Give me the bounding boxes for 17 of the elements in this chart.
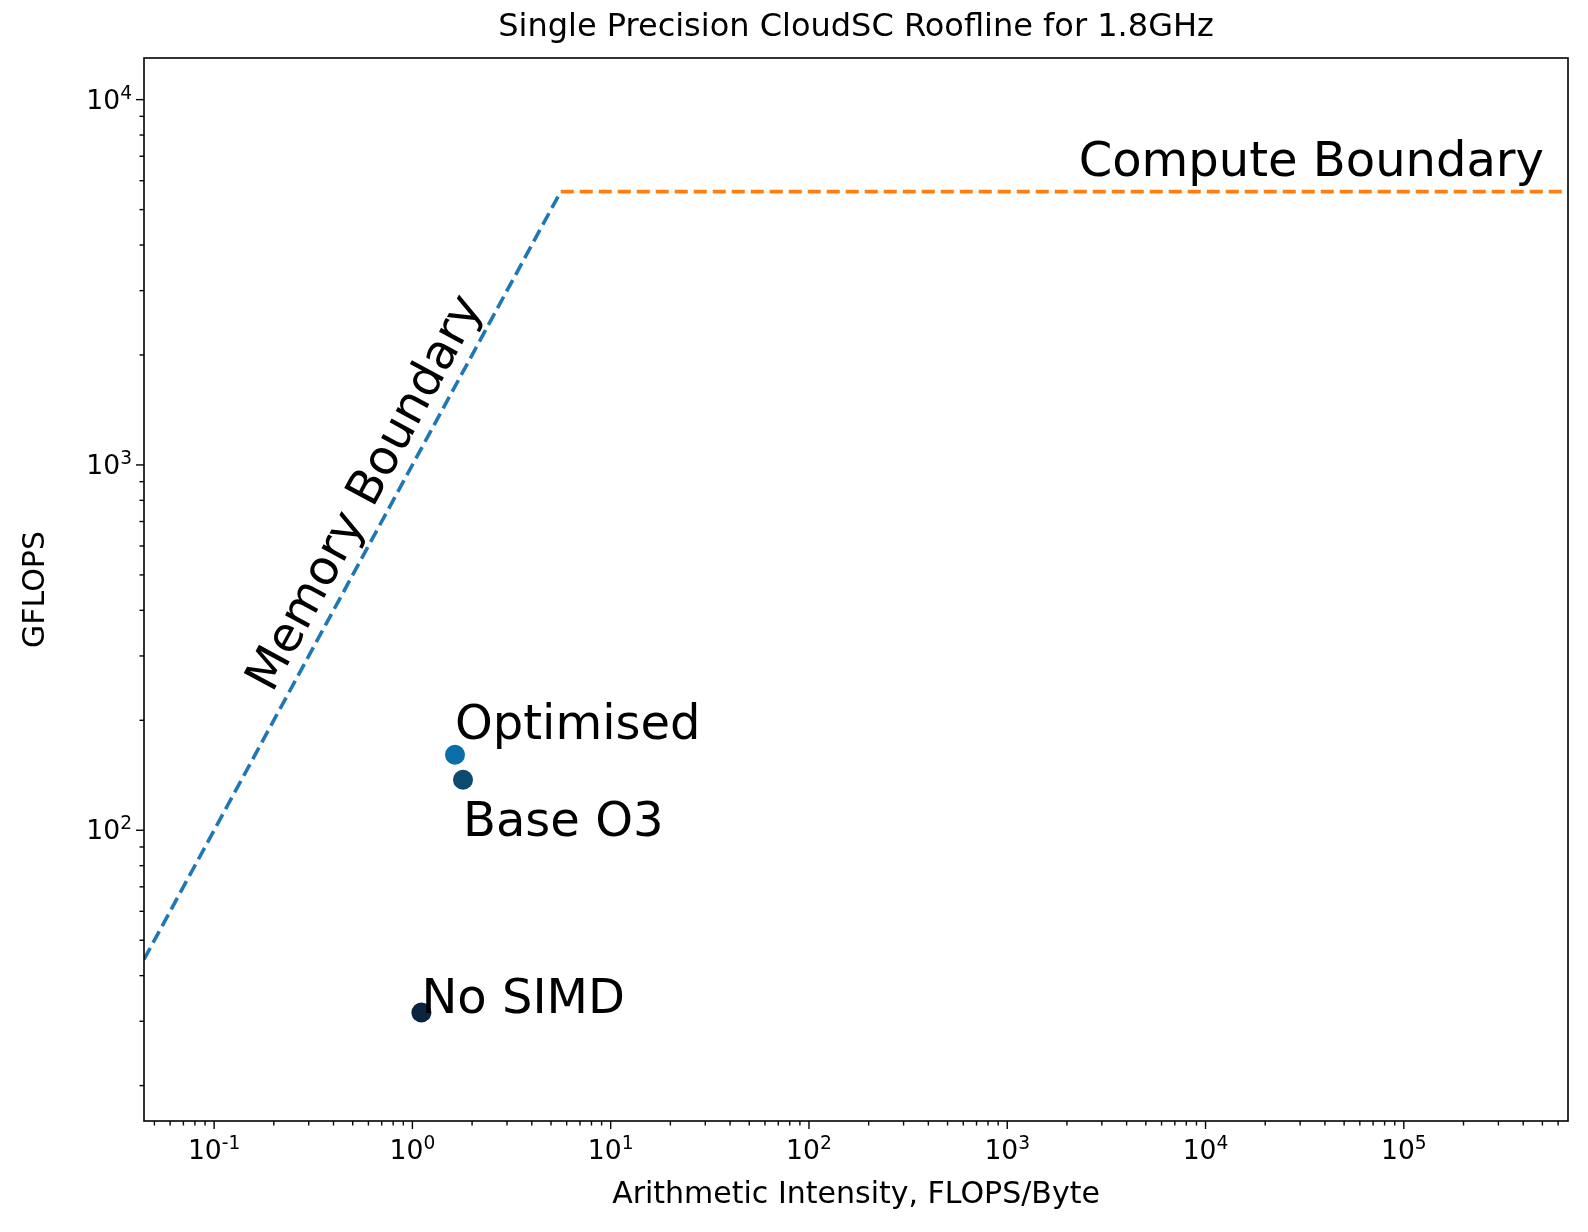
x-tick-label: 10$^{1}$: [587, 1131, 634, 1165]
chart-title: Single Precision CloudSC Roofline for 1.8GHz: [498, 6, 1214, 44]
y-tick-label: 10$^{3}$: [86, 446, 132, 480]
y-tick-label: 10$^{4}$: [86, 81, 132, 115]
x-tick-label: 10$^{-1}$: [187, 1131, 241, 1165]
x-tick-label: 10$^{3}$: [984, 1131, 1031, 1165]
x-axis-title: Arithmetic Intensity, FLOPS/Byte: [612, 1175, 1100, 1210]
x-tick-label: 10$^{5}$: [1380, 1131, 1427, 1165]
series-label: Base O3: [463, 790, 664, 847]
series-label: Compute Boundary: [1078, 130, 1544, 187]
series-label: No SIMD: [421, 967, 625, 1024]
x-tick-label: 10$^{4}$: [1182, 1131, 1229, 1165]
series-label: Optimised: [455, 693, 701, 750]
y-axis-title: GFLOPS: [16, 531, 51, 648]
y-tick-label: 10$^{2}$: [86, 811, 132, 846]
x-tick-label: 10$^{2}$: [786, 1131, 832, 1165]
x-tick-label: 10$^{0}$: [389, 1131, 436, 1165]
